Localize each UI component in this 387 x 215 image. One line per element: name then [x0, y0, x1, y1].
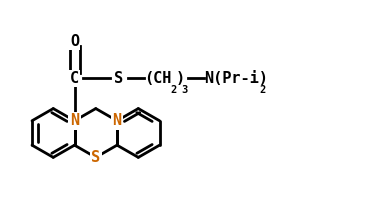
Text: S: S: [114, 71, 123, 86]
Text: 2: 2: [260, 85, 266, 95]
Text: N(Pr-i): N(Pr-i): [204, 71, 268, 86]
Text: 3: 3: [182, 85, 188, 95]
Text: (CH: (CH: [144, 71, 171, 86]
Text: N: N: [113, 113, 122, 128]
Text: C: C: [70, 71, 79, 86]
Text: S: S: [91, 150, 100, 165]
Text: O: O: [70, 34, 79, 49]
Text: N: N: [70, 113, 79, 128]
Text: 2: 2: [170, 85, 176, 95]
Text: ): ): [176, 71, 185, 86]
